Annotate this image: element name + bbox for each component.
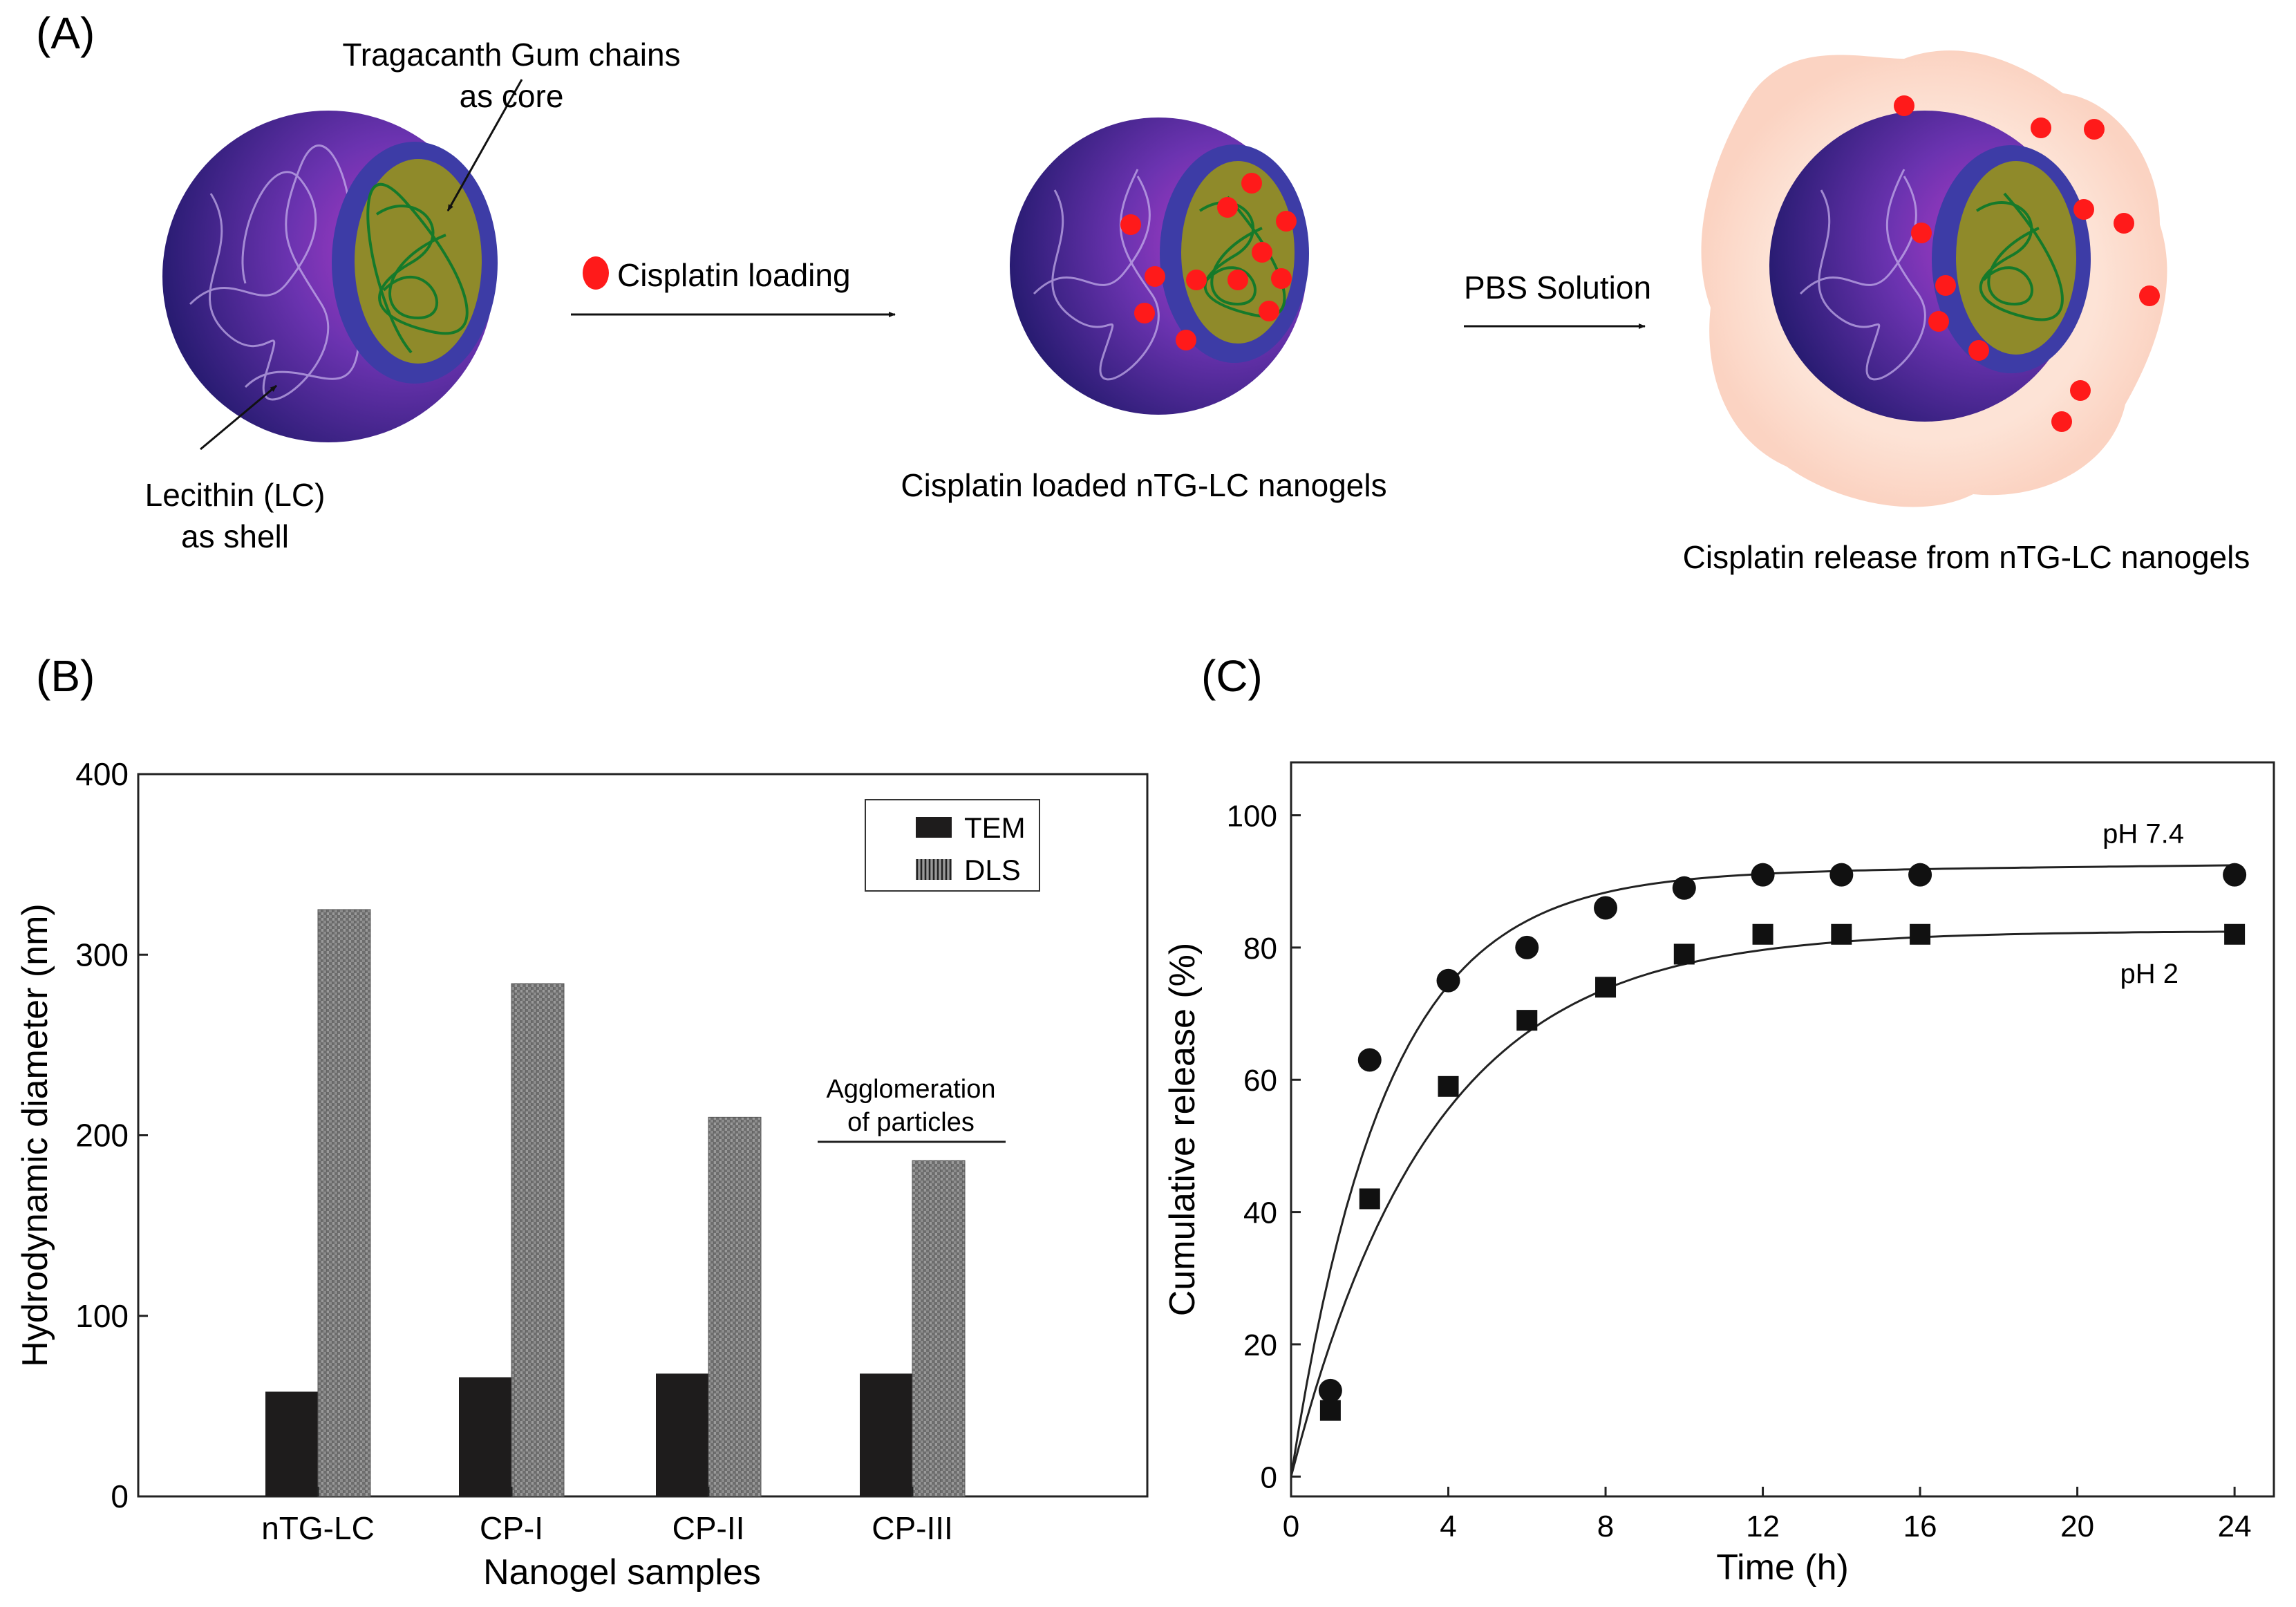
point-ph2 <box>2224 923 2246 945</box>
x-tick-label: 12 <box>1746 1510 1780 1543</box>
y-tick-label: 0 <box>111 1478 129 1514</box>
point-ph2 <box>1910 923 1931 945</box>
release-nanogel-illustration <box>1701 50 2167 507</box>
annotation-line1: Agglomeration <box>826 1075 995 1104</box>
point-ph74 <box>1318 1378 1342 1402</box>
point-ph2 <box>1595 977 1617 998</box>
annotation-line2: of particles <box>847 1108 975 1137</box>
release-plot-frame <box>1290 761 2275 1498</box>
y-tick-label: 40 <box>1243 1196 1277 1230</box>
legend-box <box>865 799 1040 892</box>
loaded-nanogel-illustration <box>1010 118 1309 415</box>
series-label-ph74: pH 7.4 <box>2102 819 2184 849</box>
release-caption: Cisplatin release from nTG-LC nanogels <box>1683 539 2250 575</box>
core-label-line1: Tragacanth Gum chains <box>342 37 680 73</box>
dls-bar <box>511 983 565 1497</box>
y-axis-label: Cumulative release (%) <box>1163 943 1203 1316</box>
x-tick-label: 24 <box>2218 1510 2252 1543</box>
drug-dot-legend <box>583 256 609 290</box>
bar-legend: TEM DLS <box>865 799 1040 892</box>
bar-chart: 0 100 200 300 400 Hydrodynamic diameter (nm) n… <box>15 756 1149 1592</box>
legend-swatch-tem <box>916 817 952 838</box>
x-axis-label: Time (h) <box>1716 1548 1849 1588</box>
y-tick-label: 60 <box>1243 1064 1277 1098</box>
panel-a-label: (A) <box>36 8 95 58</box>
panel-c-label: (C) <box>1201 651 1263 701</box>
y-tick-label: 200 <box>75 1118 129 1154</box>
x-tick-label: CP-I <box>480 1510 543 1546</box>
point-ph2 <box>1831 923 1852 945</box>
core-label-line2: as core <box>460 78 564 114</box>
shell-label-line2: as shell <box>181 518 289 554</box>
x-tick-label: nTG-LC <box>261 1510 375 1546</box>
x-tick-label: CP-III <box>872 1510 953 1546</box>
legend-swatch-dls <box>916 859 952 880</box>
dls-bar <box>317 909 371 1497</box>
point-ph74 <box>1436 968 1460 993</box>
y-tick-label: 80 <box>1243 932 1277 966</box>
point-ph74 <box>1594 896 1618 920</box>
point-ph74 <box>1357 1048 1382 1072</box>
loading-label: Cisplatin loading <box>617 257 851 293</box>
x-tick-label: 20 <box>2060 1510 2094 1543</box>
x-tick-label: 0 <box>1283 1510 1299 1543</box>
x-tick-label: 4 <box>1440 1510 1456 1543</box>
legend-label-dls: DLS <box>964 854 1021 886</box>
point-ph2 <box>1673 943 1695 965</box>
tem-bar <box>459 1377 511 1496</box>
legend-label-tem: TEM <box>964 811 1026 844</box>
point-ph2 <box>1516 1010 1538 1031</box>
release-chart: 0 20 40 60 80 100 0 4 8 12 16 20 24 Cumulative releas… <box>1163 761 2275 1588</box>
y-tick-label: 100 <box>75 1298 129 1334</box>
tem-bar <box>860 1373 912 1496</box>
fit-curve-ph74 <box>1290 864 2235 1477</box>
fit-curve-ph2 <box>1290 930 2235 1477</box>
dls-bar <box>708 1116 762 1497</box>
empty-nanogel-illustration <box>162 111 498 442</box>
point-ph2 <box>1319 1400 1341 1421</box>
shell-label-line1: Lecithin (LC) <box>145 477 326 513</box>
loaded-caption: Cisplatin loaded nTG-LC nanogels <box>901 467 1386 503</box>
point-ph74 <box>1908 863 1932 887</box>
dls-bar <box>912 1160 966 1497</box>
y-axis-label: Hydrodynamic diameter (nm) <box>15 903 55 1366</box>
tem-bar <box>265 1391 318 1496</box>
tem-bar <box>656 1373 708 1496</box>
point-ph2 <box>1752 923 1773 945</box>
point-ph74 <box>2223 863 2247 887</box>
point-ph2 <box>1359 1188 1380 1210</box>
point-ph2 <box>1438 1075 1459 1097</box>
point-ph74 <box>1672 876 1696 900</box>
point-ph74 <box>1751 863 1775 887</box>
y-tick-label: 300 <box>75 937 129 972</box>
series-label-ph2: pH 2 <box>2120 959 2179 989</box>
x-axis-label: Nanogel samples <box>483 1552 761 1592</box>
x-tick-label: 16 <box>1903 1510 1937 1543</box>
y-tick-label: 100 <box>1227 800 1277 834</box>
y-tick-label: 20 <box>1243 1328 1277 1362</box>
panel-b-label: (B) <box>36 651 95 701</box>
x-tick-label: CP-II <box>672 1510 745 1546</box>
y-tick-label: 0 <box>1261 1460 1277 1494</box>
y-tick-label: 400 <box>75 756 129 792</box>
point-ph74 <box>1829 863 1854 887</box>
x-tick-label: 8 <box>1597 1510 1614 1543</box>
point-ph74 <box>1515 935 1539 959</box>
pbs-label: PBS Solution <box>1464 270 1651 306</box>
